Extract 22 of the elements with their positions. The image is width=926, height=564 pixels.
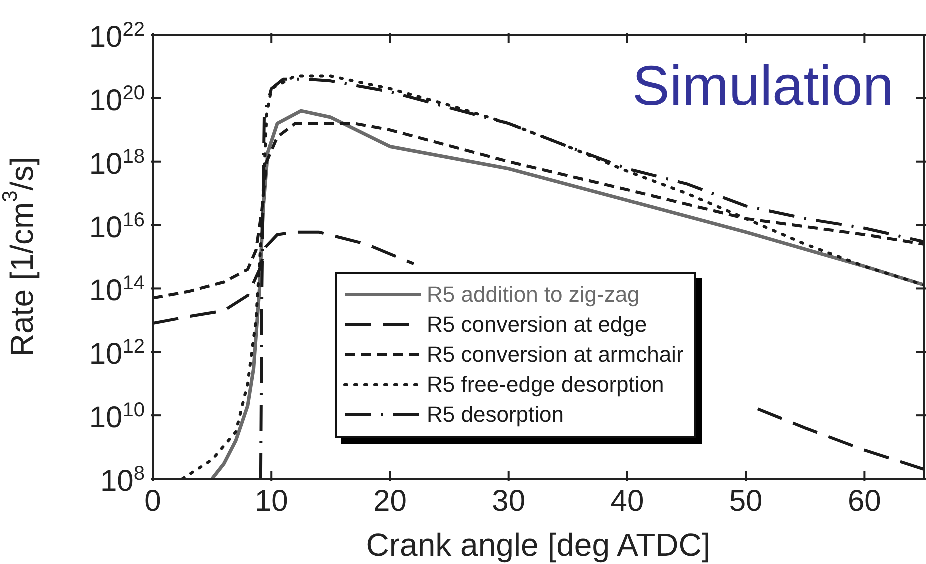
y-tick-label: 10$^{14}$	[89, 272, 145, 308]
x-tick-label: 60	[848, 485, 882, 518]
legend-label: R5 addition to zig-zag	[427, 282, 640, 308]
x-axis-title: Crank angle [deg ATDC]	[366, 527, 711, 563]
legend-label: R5 conversion at edge	[427, 312, 648, 338]
legend-label: R5 free-edge desorption	[427, 372, 664, 398]
y-tick-label: 10$^{16}$	[89, 209, 145, 244]
x-tick-label: 50	[729, 485, 763, 518]
x-tick-label: 40	[610, 485, 644, 518]
x-tick-label: 0	[144, 485, 162, 518]
annotation: Simulation	[632, 54, 894, 117]
legend-label: R5 conversion at armchair	[427, 342, 684, 368]
x-tick-label: 10	[254, 485, 288, 518]
y-tick-label: 10$^{22}$	[89, 19, 145, 54]
y-tick-label: 10$^{18}$	[89, 146, 145, 181]
y-tick-label: 10$^{8}$	[100, 463, 145, 498]
y-tick-label: 10$^{12}$	[89, 336, 145, 372]
x-tick-label: 30	[492, 485, 526, 518]
legend-label: R5 desorption	[427, 402, 564, 428]
x-tick-label: 20	[374, 485, 407, 518]
y-tick-label: 10$^{20}$	[89, 82, 145, 118]
y-tick-label: 10$^{10}$	[89, 400, 145, 435]
